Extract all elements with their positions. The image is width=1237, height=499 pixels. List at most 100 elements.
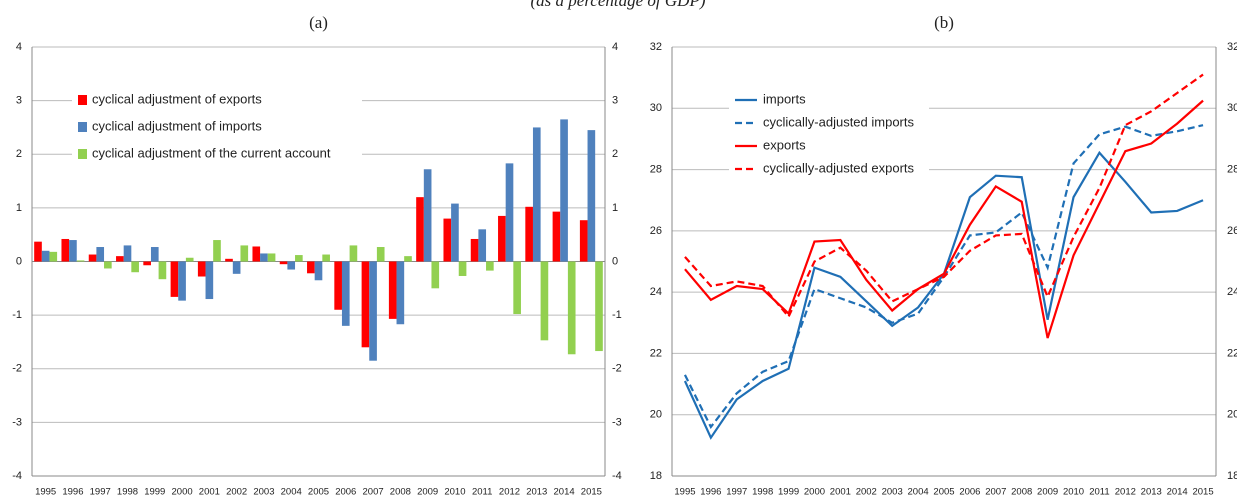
- bar: [69, 240, 77, 262]
- bar: [404, 256, 412, 262]
- bar: [158, 261, 167, 280]
- y-tick-label: -4: [12, 470, 22, 482]
- x-tick-label: 2007: [985, 487, 1006, 498]
- bar: [513, 261, 521, 315]
- y-tick-label: 4: [16, 41, 22, 53]
- bar: [61, 238, 70, 262]
- x-tick-label: 2006: [335, 487, 356, 498]
- x-tick-label: 1997: [90, 487, 111, 498]
- legend-label: exports: [763, 137, 806, 152]
- y2-tick-label: -4: [612, 470, 622, 482]
- x-tick-label: 2005: [933, 487, 954, 498]
- bar: [96, 247, 105, 262]
- bar: [552, 211, 561, 262]
- bar: [240, 245, 249, 262]
- x-tick-label: 2002: [856, 487, 877, 498]
- page-subtitle: (as a percentage of GDP): [531, 0, 706, 10]
- x-tick-label: 2014: [1167, 487, 1188, 498]
- legend-label: cyclical adjustment of imports: [92, 118, 262, 133]
- bar: [287, 261, 296, 270]
- x-tick-label: 2009: [417, 487, 438, 498]
- bar: [104, 261, 112, 269]
- bar: [396, 261, 405, 325]
- bar: [143, 261, 151, 266]
- bar: [579, 220, 588, 262]
- bar: [443, 218, 452, 262]
- y2-tick-label: 30: [1227, 102, 1237, 114]
- bar: [252, 246, 261, 262]
- x-tick-label: 2009: [1037, 487, 1058, 498]
- y2-tick-label: 4: [612, 41, 618, 53]
- bar: [532, 127, 541, 262]
- bar: [458, 261, 467, 276]
- x-tick-label: 2013: [1141, 487, 1162, 498]
- y-tick-label: -1: [12, 309, 22, 321]
- legend-background: [729, 86, 929, 184]
- x-tick-label: 2015: [581, 487, 602, 498]
- legend-swatch: [78, 95, 87, 105]
- x-tick-label: 2012: [499, 487, 520, 498]
- bar: [205, 261, 214, 300]
- bar: [178, 261, 186, 301]
- y2-tick-label: 22: [1227, 347, 1237, 359]
- x-tick-label: 2015: [1192, 487, 1213, 498]
- bar: [525, 206, 533, 262]
- bar: [423, 169, 432, 262]
- bar: [232, 261, 241, 274]
- bar: [197, 261, 206, 277]
- x-tick-label: 2003: [882, 487, 903, 498]
- x-tick-label: 2003: [253, 487, 274, 498]
- x-tick-label: 2014: [554, 487, 575, 498]
- y-tick-label: 20: [650, 409, 662, 421]
- chart-title: (b): [934, 13, 954, 32]
- bar: [587, 130, 596, 262]
- bar: [170, 261, 179, 297]
- legend-label: cyclical adjustment of the current accou…: [92, 145, 331, 160]
- bar: [540, 261, 549, 341]
- legend-background: [72, 86, 362, 173]
- x-tick-label: 2010: [444, 487, 465, 498]
- bar: [451, 203, 459, 262]
- legend-label: imports: [763, 91, 806, 106]
- bar: [498, 215, 506, 262]
- y-tick-label: -3: [12, 416, 22, 428]
- x-tick-label: 2000: [804, 487, 825, 498]
- bar: [341, 261, 350, 326]
- bar: [76, 260, 85, 262]
- bar: [123, 245, 132, 262]
- bar: [486, 261, 494, 271]
- y-tick-label: 0: [16, 255, 22, 267]
- y2-tick-label: 2: [612, 148, 618, 160]
- bar: [567, 261, 576, 355]
- y-tick-label: 26: [650, 225, 662, 237]
- y2-tick-label: 18: [1227, 470, 1237, 482]
- bar: [116, 256, 124, 262]
- y-tick-label: -2: [12, 363, 22, 375]
- bar: [388, 261, 397, 319]
- y-tick-label: 30: [650, 102, 662, 114]
- bar: [431, 261, 440, 289]
- x-tick-label: 2005: [308, 487, 329, 498]
- x-tick-label: 1995: [674, 487, 695, 498]
- bar: [267, 253, 276, 262]
- x-tick-label: 1996: [700, 487, 721, 498]
- x-tick-label: 2004: [908, 487, 929, 498]
- line: [683, 150, 1204, 440]
- bar: [225, 258, 233, 262]
- y-tick-label: 24: [650, 286, 662, 298]
- y-tick-label: 32: [650, 41, 662, 53]
- bar: [478, 229, 487, 262]
- y-tick-label: 28: [650, 163, 662, 175]
- x-tick-label: 2011: [472, 487, 492, 498]
- x-tick-label: 1998: [117, 487, 138, 498]
- legend-label: cyclically-adjusted exports: [763, 160, 915, 175]
- x-tick-label: 2013: [526, 487, 547, 498]
- y-tick-label: 3: [16, 95, 22, 107]
- bar: [131, 261, 139, 273]
- bar: [150, 247, 159, 262]
- x-tick-label: 2008: [390, 487, 411, 498]
- x-tick-label: 2001: [830, 487, 851, 498]
- y-tick-label: 22: [650, 347, 662, 359]
